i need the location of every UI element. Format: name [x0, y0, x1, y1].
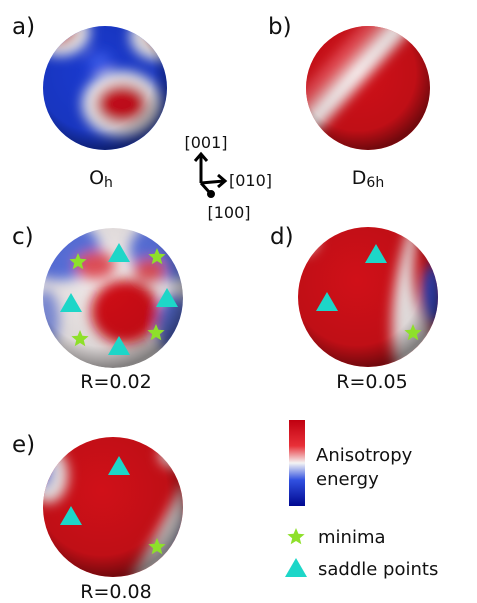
axis-label: [001]: [184, 133, 227, 152]
colorbar-label: Anisotropy: [316, 445, 413, 466]
caption: D6h: [352, 167, 384, 191]
caption: R=0.08: [80, 581, 151, 603]
caption-subscript: 6h: [366, 175, 384, 191]
axes-icon-part: [217, 173, 228, 189]
panel-label: d): [270, 224, 294, 250]
panel-label: e): [12, 432, 35, 458]
legend-star: [287, 528, 305, 545]
sphere-b-part: [306, 26, 430, 150]
sphere-e-part: [43, 437, 183, 577]
caption: R=0.05: [336, 371, 407, 393]
sphere-e: [43, 437, 183, 577]
panel-label: c): [12, 224, 34, 250]
panel-label: b): [268, 14, 292, 40]
caption-symbol: O: [89, 167, 104, 189]
axes-icon: [193, 151, 228, 198]
axes-icon-part: [200, 179, 225, 185]
axis-label: [100]: [207, 203, 250, 222]
sphere-d-part: [298, 227, 438, 367]
sphere-a-part: [43, 26, 167, 150]
legend-triangle: [285, 558, 307, 577]
axis-label: [010]: [229, 171, 272, 190]
axes-icon-part: [193, 151, 209, 162]
caption-symbol: D: [352, 167, 367, 189]
colorbar-label: energy: [316, 469, 379, 490]
caption-subscript: h: [104, 175, 113, 191]
sphere-a-part-part: [146, 26, 167, 48]
legend-label: saddle points: [318, 559, 438, 580]
axes-icon-part: [207, 190, 215, 198]
legend-label: minima: [318, 527, 386, 548]
sphere-a: [43, 26, 167, 150]
caption: R=0.02: [80, 371, 151, 393]
colorbar: [289, 420, 305, 506]
sphere-d: [298, 227, 438, 367]
sphere-b: [306, 26, 430, 150]
caption: Oh: [89, 167, 113, 191]
panel-label: a): [12, 14, 35, 40]
